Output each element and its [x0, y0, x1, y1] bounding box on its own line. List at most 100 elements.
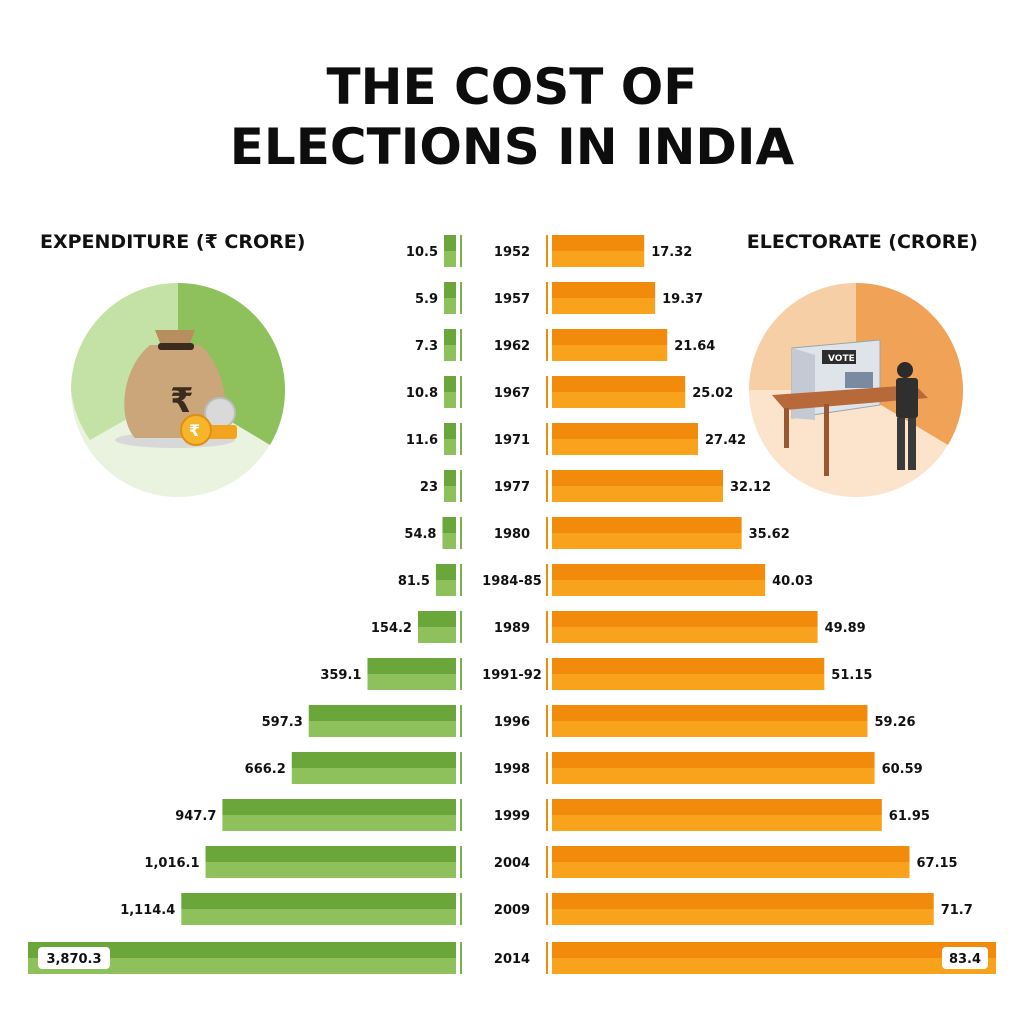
- expenditure-bar: [205, 846, 456, 862]
- expenditure-value-label: 597.3: [262, 715, 303, 730]
- expenditure-bar-lower: [367, 674, 456, 690]
- expenditure-axis-tick: [460, 752, 462, 784]
- expenditure-value-label: 666.2: [245, 762, 286, 777]
- electorate-bar: [552, 658, 825, 674]
- year-label: 1999: [494, 809, 530, 824]
- expenditure-value-label: 11.6: [406, 433, 438, 448]
- electorate-bar-lower: [552, 392, 686, 408]
- electorate-axis-tick: [546, 846, 548, 878]
- expenditure-bar-lower: [444, 392, 456, 408]
- electorate-value-label: 19.37: [662, 292, 703, 307]
- expenditure-bar: [444, 423, 456, 439]
- money-bag-with-coins-icon: ₹ ₹: [71, 283, 286, 497]
- expenditure-bar: [444, 329, 456, 345]
- electorate-bar-lower: [552, 439, 698, 455]
- expenditure-value-label: 1,016.1: [144, 856, 199, 871]
- page-title-line-1: THE COST OF: [326, 58, 698, 116]
- electorate-bar-lower: [552, 298, 656, 314]
- electorate-bar-lower: [552, 486, 723, 502]
- expenditure-axis-tick: [460, 423, 462, 455]
- expenditure-axis-tick: [460, 705, 462, 737]
- expenditure-axis-tick: [460, 282, 462, 314]
- electorate-bar-lower: [552, 862, 910, 878]
- electorate-axis-tick: [546, 942, 548, 974]
- electorate-value-label: 60.59: [882, 762, 923, 777]
- svg-text:₹: ₹: [170, 381, 194, 421]
- expenditure-value-label: 5.9: [415, 292, 438, 307]
- expenditure-bar: [444, 282, 456, 298]
- expenditure-value-label: 7.3: [415, 339, 438, 354]
- svg-text:₹: ₹: [189, 421, 200, 440]
- expenditure-axis-tick: [460, 517, 462, 549]
- electorate-bar: [552, 564, 766, 580]
- year-label: 1991-92: [482, 668, 542, 683]
- expenditure-value-pill: [38, 947, 110, 969]
- electorate-value-label: 61.95: [889, 809, 930, 824]
- electorate-axis-tick: [546, 611, 548, 643]
- electorate-axis-tick: [546, 235, 548, 267]
- electorate-bar-lower: [552, 909, 934, 925]
- electorate-value-label: 35.62: [749, 527, 790, 542]
- electorate-bar-lower: [552, 251, 645, 267]
- electorate-bar: [552, 329, 668, 345]
- expenditure-axis-tick: [460, 658, 462, 690]
- expenditure-bar-lower: [291, 768, 456, 784]
- electorate-value-label: 59.26: [874, 715, 915, 730]
- expenditure-bar: [442, 517, 456, 533]
- electorate-axis-tick: [546, 752, 548, 784]
- electorate-value-label: 17.32: [651, 245, 692, 260]
- electorate-axis-tick: [546, 517, 548, 549]
- expenditure-axis-tick: [460, 942, 462, 974]
- electorate-bar: [552, 893, 934, 909]
- electorate-bar-lower: [552, 768, 875, 784]
- year-label: 2014: [494, 952, 530, 967]
- electorate-value-label: 27.42: [705, 433, 746, 448]
- electorate-axis-tick: [546, 705, 548, 737]
- year-label: 1952: [494, 245, 530, 260]
- electorate-bar: [552, 423, 698, 439]
- expenditure-bar: [28, 942, 456, 958]
- expenditure-bar-lower: [444, 298, 456, 314]
- svg-text:VOTE: VOTE: [828, 354, 855, 364]
- year-label: 1957: [494, 292, 530, 307]
- expenditure-bar-lower: [205, 862, 456, 878]
- expenditure-bar: [444, 235, 456, 251]
- electorate-bar-lower: [552, 580, 766, 596]
- electorate-bar-lower: [552, 721, 868, 737]
- expenditure-axis-tick: [460, 611, 462, 643]
- expenditure-bar: [291, 752, 456, 768]
- year-label: 1977: [494, 480, 530, 495]
- expenditure-axis-tick: [460, 235, 462, 267]
- electorate-value-label: 49.89: [825, 621, 866, 636]
- electorate-axis-tick: [546, 376, 548, 408]
- electorate-value-label: 71.7: [941, 903, 973, 918]
- expenditure-bar: [308, 705, 456, 721]
- page-title-line-2: ELECTIONS IN INDIA: [229, 118, 795, 176]
- expenditure-value-label: 23: [420, 480, 438, 495]
- expenditure-bar: [181, 893, 456, 909]
- electorate-bar-lower: [552, 815, 882, 831]
- expenditure-bar-lower: [444, 251, 456, 267]
- electorate-bar-lower: [552, 627, 818, 643]
- electorate-bar: [552, 799, 882, 815]
- expenditure-value-label: 154.2: [371, 621, 412, 636]
- expenditure-value-label: 81.5: [398, 574, 430, 589]
- electorate-bar: [552, 235, 645, 251]
- expenditure-value-label: 3,870.3: [46, 952, 101, 967]
- year-label: 1996: [494, 715, 530, 730]
- expenditure-axis-tick: [460, 564, 462, 596]
- electorate-axis-tick: [546, 282, 548, 314]
- expenditure-axis-tick: [460, 329, 462, 361]
- expenditure-axis-tick: [460, 799, 462, 831]
- year-label: 2009: [494, 903, 530, 918]
- electorate-axis-tick: [546, 423, 548, 455]
- electorate-bar-lower: [552, 674, 825, 690]
- electorate-axis-tick: [546, 470, 548, 502]
- year-label: 1984-85: [482, 574, 542, 589]
- expenditure-axis-tick: [460, 376, 462, 408]
- year-label: 1967: [494, 386, 530, 401]
- electorate-axis-tick: [546, 564, 548, 596]
- expenditure-bar-lower: [181, 909, 456, 925]
- expenditure-value-label: 10.5: [406, 245, 438, 260]
